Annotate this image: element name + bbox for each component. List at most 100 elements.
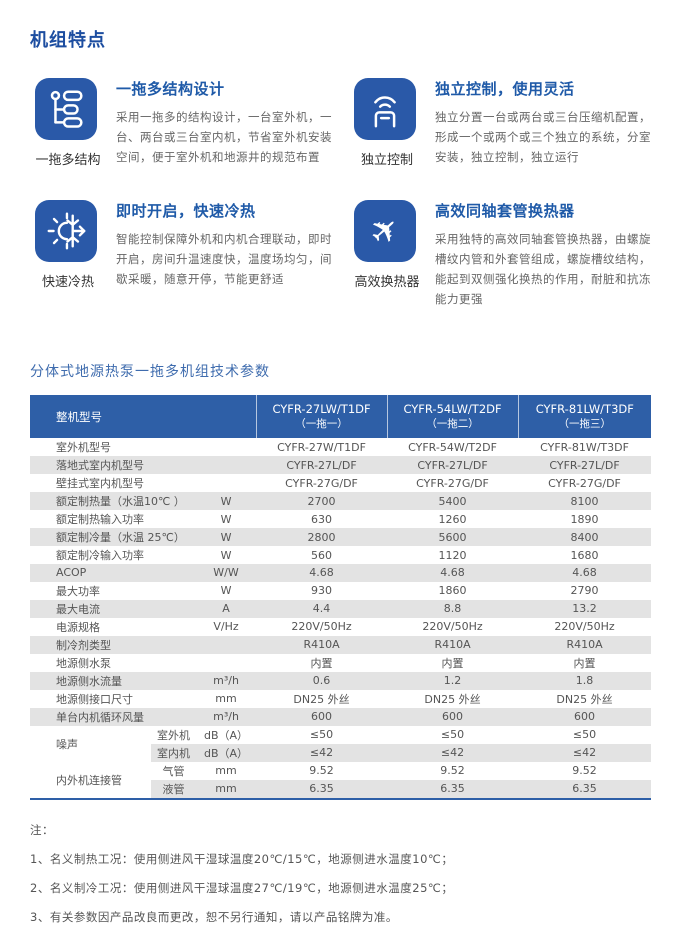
row-value: 0.6: [312, 674, 331, 687]
row-label: 最大电流: [56, 602, 100, 616]
row-label: 地源侧水泵: [56, 656, 111, 670]
row-label: 单台内机循环风量: [56, 710, 144, 724]
table-row: 地源侧接口尺寸 mm DN25 外丝 DN25 外丝 DN25 外丝: [30, 690, 651, 708]
row-sublabel: 液管: [162, 782, 185, 796]
table-row: 液管 mm 6.35 6.35 6.35: [30, 779, 652, 799]
row-value: CYFR-27G/DF: [416, 476, 489, 490]
row-value: 5400: [438, 494, 467, 508]
feature-caption: 独立控制: [360, 153, 413, 168]
row-unit: [196, 474, 256, 492]
table-row: 最大电流 A 4.4 8.8 13.2: [30, 599, 652, 618]
row-value: 4.68: [309, 566, 334, 580]
row-value: ≤50: [440, 728, 465, 741]
table-row: 额定制热输入功率 W 630 1260 1890: [30, 510, 651, 528]
row-label: 额定制热输入功率: [56, 513, 144, 526]
model-variant: （一拖一）: [295, 418, 348, 430]
row-value: DN25 外丝: [424, 692, 481, 706]
page-title: 机组特点: [30, 30, 106, 51]
row-sublabel: 气管: [162, 764, 185, 778]
features-grid: 一拖多结构 一拖多结构设计 采用一拖多的结构设计，一台室外机，一台、两台或三台室…: [35, 78, 651, 309]
table-row: 制冷剂类型 R410A R410A R410A: [30, 635, 652, 654]
row-value: 6.35: [309, 782, 334, 795]
row-value: 8400: [570, 530, 599, 544]
row-value: ≤42: [572, 746, 597, 759]
model-code: CYFR-27LW/T1DF: [272, 402, 371, 416]
header-model-2: CYFR-54LW/T2DF （一拖二）: [386, 395, 519, 438]
row-value: 1.2: [443, 674, 462, 687]
row-value: 2790: [570, 584, 599, 597]
table-row: 地源侧水泵 内置 内置 内置: [30, 654, 651, 672]
row-value: 9.52: [309, 764, 334, 777]
row-unit: W: [220, 530, 232, 544]
row-group-label: 内外机连接管: [56, 773, 122, 787]
row-label: 额定制冷量（水温 25℃）: [56, 531, 185, 544]
row-value: R410A: [434, 638, 471, 651]
model-code: CYFR-81LW/T3DF: [535, 402, 634, 416]
row-unit: V/Hz: [213, 620, 239, 633]
feature-caption: 一拖多结构: [35, 153, 101, 168]
airplane-icon: ✈: [354, 200, 416, 262]
table-row: 壁挂式室内机型号 CYFR-27G/DF CYFR-27G/DF CYFR-27G/D…: [30, 474, 651, 492]
row-unit: mm: [215, 764, 237, 777]
table-row: 最大功率 W 930 1860 2790: [30, 582, 651, 600]
row-value: CYFR-27W/T1DF: [277, 440, 366, 454]
feature-icon-wrap: 一拖多结构: [35, 78, 101, 168]
row-value: CYFR-54W/T2DF: [408, 440, 497, 454]
row-unit: W: [220, 512, 232, 526]
row-value: CYFR-27L/DF: [549, 458, 620, 472]
row-unit: mm: [215, 782, 237, 795]
row-unit: [196, 438, 256, 456]
row-value: R410A: [566, 638, 603, 651]
feature-title: 一拖多结构设计: [116, 80, 225, 98]
table-row: 额定制热量（水温10℃ ） W 2700 5400 8100: [30, 492, 652, 510]
row-value: 2700: [307, 494, 336, 508]
spec-section-title: 分体式地源热泵一拖多机组技术参数: [30, 364, 270, 380]
row-unit: W: [220, 548, 232, 562]
feature-independent-control: 独立控制 独立控制，使用灵活 独立分置一台或两台或三台压缩机配置，形成一个或两个…: [354, 78, 651, 168]
row-value: R410A: [303, 638, 340, 651]
row-value: 220V/50Hz: [291, 620, 352, 633]
tree-structure-icon: [35, 78, 97, 140]
row-unit: [196, 654, 256, 672]
row-value: 1680: [570, 548, 599, 562]
feature-icon-wrap: 独立控制: [354, 78, 420, 168]
row-value: 4.68: [440, 566, 465, 580]
spec-table: 整机型号 CYFR-27LW/T1DF （一拖一） CYFR-54LW/T2DF…: [30, 395, 652, 800]
feature-icon-wrap: ✈ 高效换热器: [354, 200, 420, 290]
row-value: CYFR-27G/DF: [285, 476, 358, 490]
spec-table-head: 整机型号 CYFR-27LW/T1DF （一拖一） CYFR-54LW/T2DF…: [30, 395, 652, 438]
table-row: 室外机型号 CYFR-27W/T1DF CYFR-54W/T2DF CYFR-81W/…: [30, 438, 651, 456]
row-label: 额定制冷输入功率: [56, 549, 144, 562]
row-value: 8.8: [443, 602, 462, 615]
row-label: 额定制热量（水温10℃ ）: [56, 495, 185, 508]
remote-signal-icon: [354, 78, 416, 140]
row-value: ≤50: [309, 728, 334, 741]
row-unit: m³/h: [213, 710, 239, 723]
row-unit: mm: [215, 692, 237, 705]
row-value: 2800: [307, 530, 336, 544]
row-label: 室外机型号: [56, 441, 111, 454]
row-unit: m³/h: [213, 674, 239, 687]
row-value: 600: [311, 710, 333, 723]
row-label: 地源侧水流量: [56, 674, 122, 688]
notes-label: 注：: [30, 822, 54, 837]
table-row: 落地式室内机型号 CYFR-27L/DF CYFR-27L/DF CYFR-27L/D…: [30, 456, 652, 474]
row-label: 落地式室内机型号: [56, 459, 144, 472]
row-value: ≤42: [440, 746, 465, 759]
feature-title: 高效同轴套管换热器: [435, 202, 575, 220]
row-value: 220V/50Hz: [554, 620, 615, 633]
model-code: CYFR-54LW/T2DF: [403, 402, 502, 416]
feature-caption: 高效换热器: [354, 275, 420, 290]
row-value: 1260: [438, 512, 467, 526]
spec-section: 分体式地源热泵一拖多机组技术参数 整机型号 CYFR-27LW/T1DF （一拖…: [30, 361, 652, 800]
row-unit: [196, 456, 256, 474]
notes-section: 注： 1、名义制热工况：使用侧进风干湿球温度20℃/15℃，地源侧进水温度10℃…: [30, 822, 651, 925]
feature-text: 独立控制，使用灵活 独立分置一台或两台或三台压缩机配置，形成一个或两个或三个独立…: [435, 78, 651, 167]
row-value: 5600: [438, 530, 467, 544]
row-unit: [196, 636, 256, 654]
header-model-1: CYFR-27LW/T1DF （一拖一）: [255, 395, 388, 438]
row-value: 600: [574, 710, 596, 723]
row-value: 13.2: [572, 602, 597, 615]
header-model-3: CYFR-81LW/T3DF （一拖三）: [517, 395, 652, 438]
